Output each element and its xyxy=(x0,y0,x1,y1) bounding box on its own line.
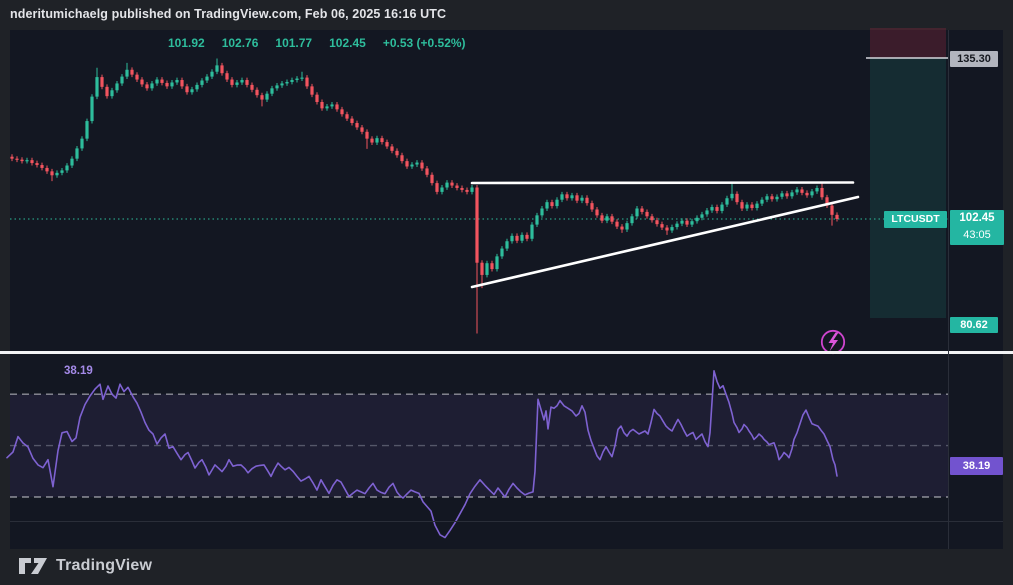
ohlc-low: 101.77 xyxy=(275,36,313,50)
pane-separator[interactable] xyxy=(0,351,1013,354)
tradingview-wordmark: TradingView xyxy=(56,557,153,574)
current-price-value: 102.45 xyxy=(959,212,995,224)
chart-panel xyxy=(10,30,1003,549)
current-price-axis-label: 102.45 43:05 xyxy=(950,210,1004,245)
price-axis-separator xyxy=(948,30,949,549)
target-price-axis-label: 80.62 xyxy=(950,317,998,333)
rsi-pane-bottom-gridline xyxy=(10,521,1003,522)
tradingview-footer[interactable]: TradingView xyxy=(18,556,152,576)
symbol-price-tag: LTCUSDT xyxy=(884,211,947,228)
ohlc-high: 102.76 xyxy=(221,36,259,50)
entry-price-axis-label: 135.30 xyxy=(950,51,998,67)
attribution-text: nderitumichaelg published on TradingView… xyxy=(10,7,447,21)
bar-countdown: 43:05 xyxy=(963,229,991,241)
ohlc-close: 102.45 xyxy=(329,36,366,50)
ohlc-readout: 101.92 102.76 101.77 102.45 +0.53 (+0.52… xyxy=(168,36,466,50)
flash-boost-icon[interactable] xyxy=(820,329,846,355)
rsi-axis-label: 38.19 xyxy=(950,457,1003,475)
ohlc-open: 101.92 xyxy=(168,36,205,50)
ohlc-change: +0.53 (+0.52%) xyxy=(382,36,466,50)
rsi-value-readout: 38.19 xyxy=(64,365,93,377)
tradingview-logo-icon xyxy=(19,558,47,574)
